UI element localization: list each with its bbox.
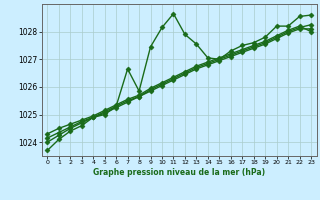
- X-axis label: Graphe pression niveau de la mer (hPa): Graphe pression niveau de la mer (hPa): [93, 168, 265, 177]
